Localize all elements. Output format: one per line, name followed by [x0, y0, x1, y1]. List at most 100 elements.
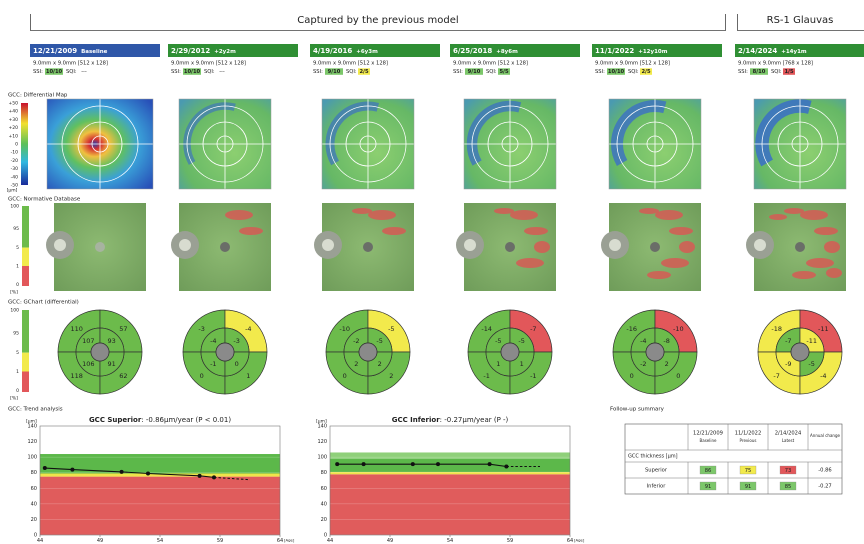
- chart-title: GCC Inferior: -0.27μm/year (P -): [392, 416, 509, 424]
- gchart-value: -10: [673, 325, 684, 333]
- ssi-value: 9/10: [468, 69, 481, 75]
- gchart-value: 2: [378, 360, 382, 368]
- defect-patch: [352, 208, 372, 214]
- gchart-value: 91: [108, 360, 116, 368]
- map-border: [753, 98, 847, 190]
- scale-label: +30: [9, 117, 19, 123]
- x-tick-label: 64: [567, 538, 573, 544]
- y-tick-label: 0: [34, 533, 37, 539]
- gchart-value: -8: [663, 337, 669, 345]
- defect-patch: [806, 258, 834, 268]
- row-label: GCC: Differential Map: [8, 93, 68, 99]
- ssi-badge: [325, 68, 343, 75]
- plot-frame: [329, 425, 571, 536]
- x-unit: [Age]: [574, 538, 585, 543]
- x-tick-label: 49: [387, 538, 393, 544]
- gchart-center: [790, 342, 810, 362]
- x-tick-label: 64: [277, 538, 283, 544]
- gchart-value: -14: [481, 325, 492, 333]
- gchart-value: -5: [388, 325, 394, 333]
- defect-patch: [824, 241, 840, 253]
- column-label: Latest: [782, 438, 795, 443]
- defect-patch: [792, 271, 816, 279]
- defect-patch: [661, 258, 689, 268]
- row-label: GCC: Trend analysis: [8, 407, 63, 413]
- ssi-value: 9/10: [328, 69, 341, 75]
- optic-cup: [609, 239, 621, 251]
- reference-band: [40, 454, 280, 474]
- y-tick-label: 140: [317, 424, 327, 430]
- defect-patch: [225, 210, 253, 220]
- gchart-value: 0: [676, 372, 680, 380]
- visit-header: [30, 44, 160, 57]
- scale-red: [22, 266, 29, 286]
- fovea: [95, 242, 105, 252]
- fovea: [795, 242, 805, 252]
- data-point: [212, 475, 216, 480]
- gchart-value: 0: [200, 372, 204, 380]
- ssi-label: SSI:: [171, 69, 181, 75]
- gchart-value: -2: [353, 337, 359, 345]
- gchart-value: -18: [771, 325, 782, 333]
- sqi-label: SQI:: [66, 69, 77, 75]
- annual-change: -0.27: [818, 484, 831, 490]
- data-point: [436, 462, 440, 467]
- ssi-value: 10/10: [46, 69, 63, 75]
- scale-green: [22, 310, 29, 353]
- gchart-value: -2: [640, 360, 646, 368]
- defect-patch: [800, 210, 828, 220]
- gchart-value: -5: [518, 337, 524, 345]
- row-name: Inferior: [647, 484, 667, 490]
- data-point: [504, 464, 509, 469]
- data-point: [361, 462, 366, 467]
- visit-header: [735, 44, 864, 57]
- sqi-value: ---: [81, 69, 87, 75]
- ssi-badge: [45, 68, 63, 75]
- gchart-value: 2: [354, 360, 358, 368]
- y-tick-label: 60: [321, 486, 327, 492]
- value-badge: [699, 465, 717, 475]
- scale-unit: [μm]: [7, 188, 18, 194]
- gchart-value: 1: [496, 360, 500, 368]
- data-point: [146, 471, 150, 476]
- scale-label: 1: [16, 369, 19, 375]
- scale-label: -10: [11, 150, 18, 156]
- column-date: 2/14/2024: [775, 431, 802, 437]
- x-unit: [Age]: [284, 538, 295, 543]
- row-label: GCC: GChart (differential): [8, 300, 79, 306]
- map-border: [608, 98, 702, 190]
- scan-info: 9.0mm x 9.0mm [512 x 128]: [171, 61, 246, 67]
- scale-label: +50: [9, 101, 19, 107]
- data-point: [487, 462, 492, 467]
- ssi-label: SSI:: [33, 69, 43, 75]
- bracket: [737, 14, 864, 31]
- gchart-value: 62: [119, 372, 127, 380]
- scale-yellow: [22, 352, 29, 372]
- scale-label: 1: [16, 264, 19, 270]
- visit-date: 4/19/2016: [313, 47, 352, 55]
- defect-patch: [769, 214, 787, 220]
- sqi-value: 1/5: [784, 69, 794, 75]
- y-tick-label: 20: [321, 517, 327, 523]
- scale-label: 0: [16, 282, 19, 288]
- data-point: [42, 466, 47, 471]
- optic-cup: [754, 239, 766, 251]
- sqi-label: SQI:: [771, 69, 782, 75]
- gchart-value: 0: [235, 360, 239, 368]
- scale-green: [22, 206, 29, 248]
- sqi-badge: [783, 68, 795, 75]
- y-unit: [μm]: [316, 419, 327, 425]
- visit-interval: +6y3m: [356, 49, 378, 55]
- defect-patch: [814, 227, 838, 235]
- sqi-label: SQI:: [346, 69, 357, 75]
- fovea: [650, 242, 660, 252]
- visit-date: 2/14/2024: [738, 47, 777, 55]
- chart-title: GCC Superior: -0.86μm/year (P < 0.01): [89, 416, 231, 424]
- y-tick-label: 120: [317, 439, 327, 445]
- map-border: [321, 98, 415, 190]
- fovea: [220, 242, 230, 252]
- visit-date: 12/21/2009: [33, 47, 77, 55]
- column-label: Baseline: [700, 438, 717, 443]
- value-badge: [779, 481, 797, 491]
